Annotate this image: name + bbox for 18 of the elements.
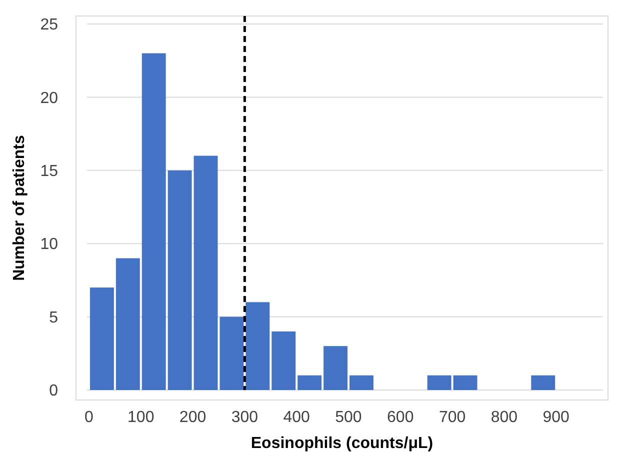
y-axis-title: Number of patients	[11, 135, 28, 281]
x-tick-label: 700	[438, 409, 466, 426]
x-tick-label: 200	[179, 409, 206, 426]
x-tick-label: 300	[231, 409, 258, 426]
y-tick-label: 10	[40, 236, 58, 254]
x-tick-label: 900	[542, 409, 570, 426]
y-tick-label: 0	[49, 382, 58, 400]
x-tick-label: 600	[387, 409, 414, 426]
x-tick-label: 100	[128, 409, 154, 426]
x-axis-title: Eosinophils (counts/μL)	[250, 435, 434, 452]
x-tick-label: 0	[84, 409, 94, 426]
x-tick-label: 500	[335, 409, 362, 426]
x-tick-label: 400	[283, 409, 310, 426]
y-tick-label: 5	[49, 309, 58, 326]
y-tick-label: 15	[40, 163, 58, 180]
x-tick-label: 800	[490, 409, 518, 426]
y-tick-label: 20	[40, 90, 58, 107]
y-tick-label: 25	[40, 16, 58, 34]
